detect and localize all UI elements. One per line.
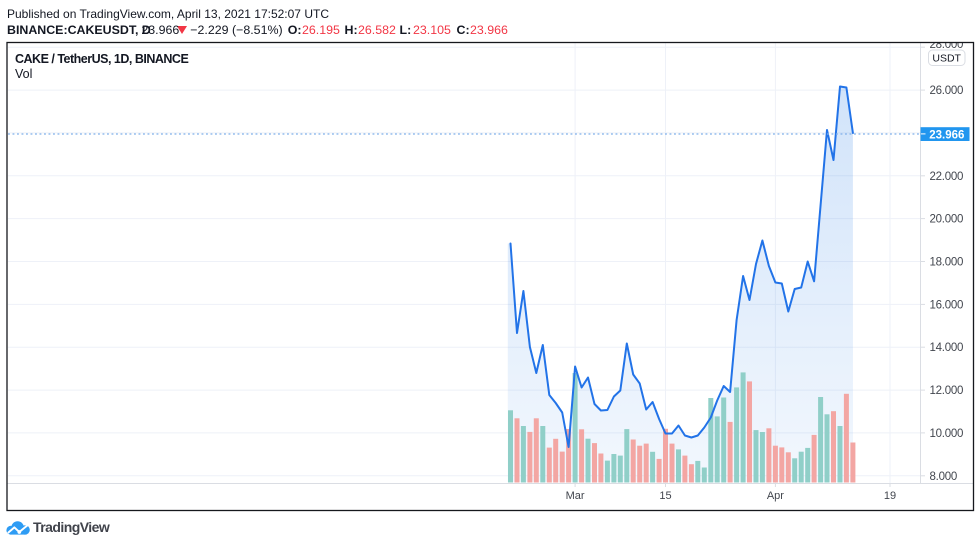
- svg-text:Mar: Mar: [566, 490, 585, 502]
- svg-text:USDT: USDT: [932, 52, 961, 64]
- svg-text:14.000: 14.000: [930, 342, 964, 354]
- svg-text:8.000: 8.000: [930, 471, 958, 483]
- svg-text:20.000: 20.000: [930, 214, 964, 226]
- svg-text:19: 19: [884, 490, 896, 502]
- svg-text:16.000: 16.000: [930, 299, 964, 311]
- svg-text:10.000: 10.000: [930, 428, 964, 440]
- svg-text:Apr: Apr: [767, 490, 784, 502]
- svg-text:12.000: 12.000: [930, 385, 964, 397]
- svg-text:22.000: 22.000: [930, 171, 964, 183]
- svg-text:23.966: 23.966: [929, 130, 964, 142]
- svg-text:15: 15: [659, 490, 671, 502]
- svg-text:26.000: 26.000: [930, 85, 964, 97]
- svg-text:18.000: 18.000: [930, 257, 964, 269]
